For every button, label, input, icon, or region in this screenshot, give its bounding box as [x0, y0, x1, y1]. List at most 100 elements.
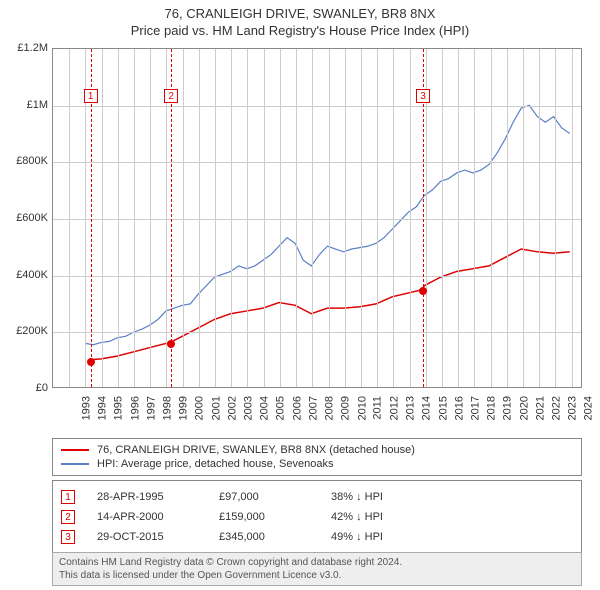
- chart-lines-svg: [53, 49, 581, 387]
- x-axis-label: 1994: [97, 396, 109, 420]
- gridline-v: [377, 49, 378, 387]
- legend-label: 76, CRANLEIGH DRIVE, SWANLEY, BR8 8NX (d…: [97, 444, 415, 456]
- y-axis-label: £1.2M: [17, 42, 48, 54]
- legend-row: 76, CRANLEIGH DRIVE, SWANLEY, BR8 8NX (d…: [61, 443, 573, 457]
- x-axis-label: 2015: [437, 396, 449, 420]
- y-axis-label: £0: [36, 382, 48, 394]
- gridline-v: [345, 49, 346, 387]
- x-axis-label: 1998: [162, 396, 174, 420]
- gridline-v: [264, 49, 265, 387]
- gridline-v: [215, 49, 216, 387]
- x-axis-label: 2022: [551, 396, 563, 420]
- legend-box: 76, CRANLEIGH DRIVE, SWANLEY, BR8 8NX (d…: [52, 438, 582, 476]
- series-line: [90, 249, 569, 360]
- x-axis-label: 2017: [469, 396, 481, 420]
- x-axis-label: 2018: [486, 396, 498, 420]
- gridline-v: [134, 49, 135, 387]
- gridline-v: [231, 49, 232, 387]
- gridline-v: [539, 49, 540, 387]
- gridline-v: [458, 49, 459, 387]
- x-axis-label: 2006: [291, 396, 303, 420]
- sale-marker-dot: [167, 340, 175, 348]
- gridline-v: [555, 49, 556, 387]
- y-axis-label: £400K: [16, 269, 48, 281]
- sale-price: £97,000: [219, 491, 309, 503]
- x-axis-label: 2000: [194, 396, 206, 420]
- gridline-v: [150, 49, 151, 387]
- gridline-v: [69, 49, 70, 387]
- gridline-v: [199, 49, 200, 387]
- x-axis-label: 2002: [226, 396, 238, 420]
- sale-row: 214-APR-2000£159,00042% ↓ HPI: [61, 507, 573, 527]
- x-axis-label: 2023: [567, 396, 579, 420]
- sale-pct-vs-hpi: 38% ↓ HPI: [331, 491, 383, 503]
- gridline-h: [53, 162, 581, 163]
- x-axis-label: 1996: [129, 396, 141, 420]
- footer-attribution: Contains HM Land Registry data © Crown c…: [52, 552, 582, 586]
- x-axis-label: 2016: [453, 396, 465, 420]
- sale-date: 14-APR-2000: [97, 511, 197, 523]
- legend-swatch: [61, 449, 89, 451]
- x-axis-label: 2003: [243, 396, 255, 420]
- x-axis-label: 2005: [275, 396, 287, 420]
- y-axis-label: £600K: [16, 212, 48, 224]
- gridline-v: [280, 49, 281, 387]
- sale-marker-box: 3: [416, 89, 430, 103]
- gridline-v: [312, 49, 313, 387]
- y-axis-label: £800K: [16, 155, 48, 167]
- x-axis-label: 2011: [371, 396, 383, 420]
- legend-row: HPI: Average price, detached house, Seve…: [61, 457, 573, 471]
- x-axis-label: 2009: [340, 396, 352, 420]
- x-axis-label: 2014: [421, 396, 433, 420]
- gridline-h: [53, 219, 581, 220]
- sale-row: 1 28-APR-1995 £97,000 38% ↓ HPI: [61, 487, 573, 507]
- gridline-v: [329, 49, 330, 387]
- sale-price: £159,000: [219, 511, 309, 523]
- gridline-v: [361, 49, 362, 387]
- x-axis-label: 2024: [583, 396, 595, 420]
- sale-row: 329-OCT-2015£345,00049% ↓ HPI: [61, 527, 573, 547]
- x-axis-label: 2021: [534, 396, 546, 420]
- gridline-v: [474, 49, 475, 387]
- x-axis-label: 2020: [518, 396, 530, 420]
- gridline-v: [102, 49, 103, 387]
- sale-marker-box: 1: [84, 89, 98, 103]
- sale-date: 29-OCT-2015: [97, 531, 197, 543]
- x-axis-label: 2013: [405, 396, 417, 420]
- sale-date: 28-APR-1995: [97, 491, 197, 503]
- legend-label: HPI: Average price, detached house, Seve…: [97, 458, 333, 470]
- gridline-v: [491, 49, 492, 387]
- gridline-v: [296, 49, 297, 387]
- gridline-h: [53, 276, 581, 277]
- sale-pct-vs-hpi: 42% ↓ HPI: [331, 511, 383, 523]
- gridline-v: [118, 49, 119, 387]
- gridline-v: [572, 49, 573, 387]
- gridline-v: [247, 49, 248, 387]
- legend-swatch: [61, 463, 89, 465]
- gridline-v: [183, 49, 184, 387]
- gridline-h: [53, 106, 581, 107]
- sale-marker-dot: [87, 358, 95, 366]
- gridline-v: [523, 49, 524, 387]
- y-axis-label: £200K: [16, 325, 48, 337]
- x-axis-label: 2007: [307, 396, 319, 420]
- gridline-v: [393, 49, 394, 387]
- chart-container: 76, CRANLEIGH DRIVE, SWANLEY, BR8 8NX Pr…: [0, 0, 600, 590]
- x-axis-label: 2004: [259, 396, 271, 420]
- sale-marker-dot: [419, 287, 427, 295]
- title-main: 76, CRANLEIGH DRIVE, SWANLEY, BR8 8NX: [0, 6, 600, 21]
- sale-marker-box: 2: [164, 89, 178, 103]
- gridline-h: [53, 332, 581, 333]
- footer-line1: Contains HM Land Registry data © Crown c…: [59, 556, 575, 569]
- sale-price: £345,000: [219, 531, 309, 543]
- x-axis-label: 2010: [356, 396, 368, 420]
- x-axis-label: 1993: [80, 396, 92, 420]
- x-axis-label: 2001: [210, 396, 222, 420]
- x-axis-label: 1999: [178, 396, 190, 420]
- x-axis-label: 2008: [324, 396, 336, 420]
- title-sub: Price paid vs. HM Land Registry's House …: [0, 23, 600, 38]
- sale-row-marker: 1: [61, 490, 75, 504]
- x-axis-label: 2012: [388, 396, 400, 420]
- footer-line2: This data is licensed under the Open Gov…: [59, 569, 575, 582]
- sale-pct-vs-hpi: 49% ↓ HPI: [331, 531, 383, 543]
